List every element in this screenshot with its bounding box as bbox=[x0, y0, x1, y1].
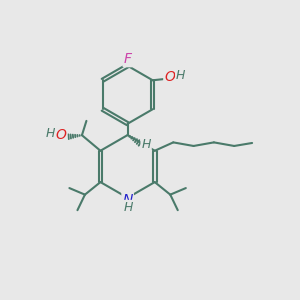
Text: H: H bbox=[45, 127, 55, 140]
Text: O: O bbox=[56, 128, 67, 142]
Text: H: H bbox=[124, 201, 133, 214]
Text: H: H bbox=[141, 138, 151, 152]
Text: F: F bbox=[124, 52, 132, 66]
Text: O: O bbox=[164, 70, 175, 84]
Text: H: H bbox=[176, 69, 185, 82]
Text: N: N bbox=[122, 193, 133, 207]
